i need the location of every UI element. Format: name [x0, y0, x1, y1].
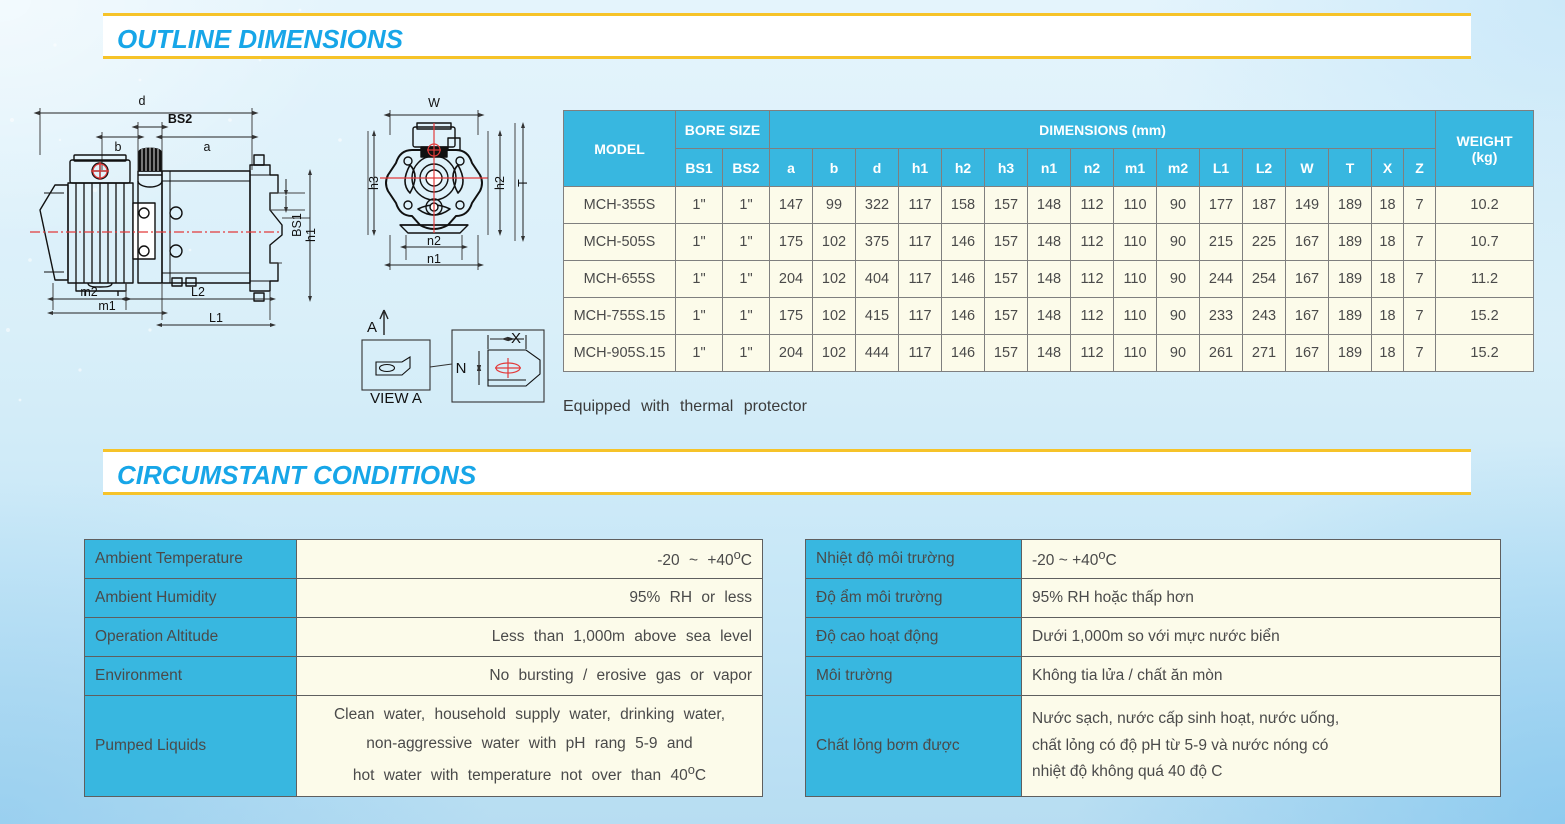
- svg-text:N: N: [456, 360, 467, 377]
- svg-text:T: T: [516, 179, 530, 187]
- svg-text:BS1: BS1: [290, 213, 304, 237]
- svg-text:h3: h3: [367, 176, 381, 190]
- svg-text:b: b: [115, 140, 122, 154]
- svg-text:n2: n2: [427, 234, 441, 248]
- svg-text:a: a: [204, 140, 211, 154]
- svg-text:m2: m2: [80, 285, 97, 299]
- svg-text:h1: h1: [304, 228, 318, 242]
- svg-text:m1: m1: [98, 299, 115, 313]
- svg-text:h2: h2: [493, 176, 507, 190]
- svg-text:BS2: BS2: [168, 112, 192, 126]
- svg-text:L1: L1: [209, 311, 223, 325]
- svg-text:d: d: [139, 94, 146, 108]
- svg-text:W: W: [428, 96, 440, 110]
- svg-text:n1: n1: [427, 252, 441, 266]
- svg-text:L2: L2: [191, 285, 205, 299]
- svg-text:VIEW A: VIEW A: [370, 390, 422, 407]
- svg-text:A: A: [367, 319, 377, 336]
